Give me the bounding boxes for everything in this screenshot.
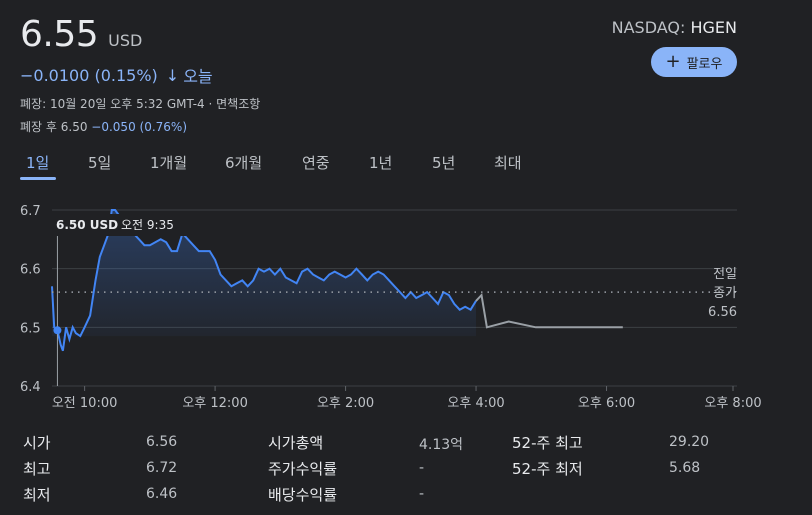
after-hours-line <box>475 292 623 329</box>
tab-5d[interactable]: 5일 <box>88 154 112 172</box>
tab-6m[interactable]: 6개월 <box>225 154 263 172</box>
x-tick-label: 오후 6:00 <box>578 396 635 411</box>
stat-value-52w-low: 5.68 <box>669 460 701 476</box>
y-axis-ticks: 6.7 6.6 6.5 6.4 <box>20 204 41 395</box>
close-info: 폐장: 10월 20일 오후 5:32 GMT-4 · 면책조항 <box>20 97 261 111</box>
price-area-fill <box>52 210 476 351</box>
stat-label-52w-high: 52-주 최고 <box>512 434 583 452</box>
y-tick-label: 6.7 <box>20 204 41 219</box>
stat-label-mktcap: 시가총액 <box>268 434 324 452</box>
stat-value-pe: - <box>419 460 425 476</box>
after-hours-price: 폐장 후 6.50 <box>20 120 88 134</box>
stat-label-low: 최저 <box>23 486 51 504</box>
tab-max[interactable]: 최대 <box>494 154 522 172</box>
tooltip-box <box>48 214 186 236</box>
stat-value-open: 6.56 <box>146 434 178 450</box>
stat-label-52w-low: 52-주 최저 <box>512 460 583 478</box>
previous-close-label: 전일 <box>713 267 737 282</box>
ticker-symbol: NASDAQ: HGEN <box>612 18 737 37</box>
quote-header: 6.55 USD <box>20 14 142 55</box>
hover-point <box>53 326 62 335</box>
stat-value-low: 6.46 <box>146 486 178 502</box>
stat-label-pe: 주가수익률 <box>268 460 338 478</box>
tooltip-time: 오전 9:35 <box>121 218 174 232</box>
stat-label-dividend: 배당수익률 <box>268 486 338 504</box>
x-tick-label: 오후 2:00 <box>317 396 374 411</box>
previous-close-value: 6.56 <box>708 305 737 320</box>
exchange: NASDAQ: <box>611 18 686 37</box>
follow-button[interactable]: + 팔로우 <box>651 47 737 77</box>
y-tick-label: 6.5 <box>20 321 41 336</box>
plus-icon: + <box>665 51 681 72</box>
symbol: HGEN <box>690 18 737 37</box>
stat-label-high: 최고 <box>23 460 51 478</box>
x-tick-label: 오전 10:00 <box>52 396 118 411</box>
x-tick-label: 오후 12:00 <box>182 396 248 411</box>
tab-1y[interactable]: 1년 <box>369 154 393 172</box>
tab-1m[interactable]: 1개월 <box>150 154 188 172</box>
regular-session-line <box>51 209 477 352</box>
down-arrow-icon: ↓ <box>165 65 180 85</box>
y-tick-label: 6.6 <box>20 263 41 278</box>
after-hours-info: 폐장 후 6.50 −0.050 (0.76%) <box>20 118 187 135</box>
follow-label: 팔로우 <box>686 56 723 72</box>
stat-value-52w-high: 29.20 <box>669 434 710 450</box>
active-tab-indicator <box>20 177 56 180</box>
current-price: 6.55 <box>20 14 99 55</box>
price-chart[interactable]: 6.7 6.6 6.5 6.4 오전 10:00 오후 12:00 오후 2:00 오후 4… <box>0 190 812 415</box>
previous-close-label-2: 종가 <box>713 286 737 301</box>
change-period: 오늘 <box>183 67 213 86</box>
after-hours-change: −0.050 (0.76%) <box>91 120 188 134</box>
stat-value-mktcap: 4.13억 <box>419 437 464 453</box>
tab-5y[interactable]: 5년 <box>432 154 456 172</box>
change-value: −0.0100 (0.15%) <box>20 65 158 85</box>
y-tick-label: 6.4 <box>20 380 41 395</box>
stat-value-dividend: - <box>419 486 425 502</box>
tab-ytd[interactable]: 연중 <box>302 154 330 172</box>
x-axis-ticks: 오전 10:00 오후 12:00 오후 2:00 오후 4:00 오후 6:00 오후 … <box>52 386 762 411</box>
stat-label-open: 시가 <box>23 434 51 452</box>
stat-value-high: 6.72 <box>146 460 178 476</box>
x-tick-label: 오후 8:00 <box>704 396 761 411</box>
price-change: −0.0100 (0.15%) ↓ 오늘 <box>20 63 213 87</box>
x-tick-label: 오후 4:00 <box>447 396 504 411</box>
currency: USD <box>108 31 143 50</box>
tab-1d[interactable]: 1일 <box>26 154 50 172</box>
tooltip-price: 6.50 USD <box>56 218 118 232</box>
